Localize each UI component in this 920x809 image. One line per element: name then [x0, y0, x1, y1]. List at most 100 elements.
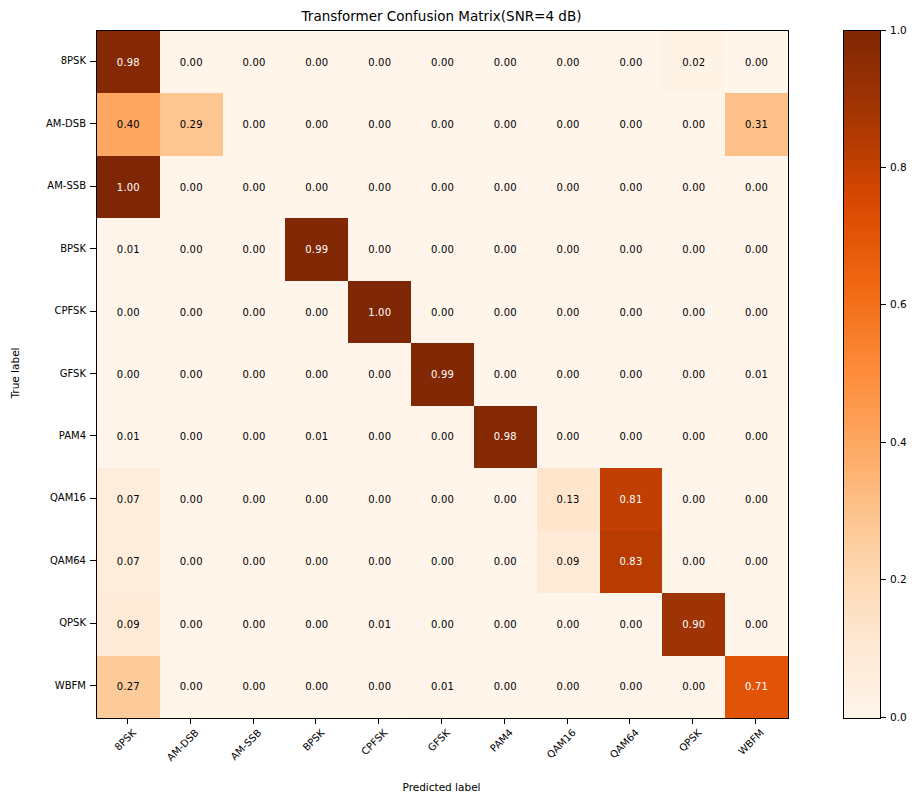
heatmap-cell: 0.00 — [600, 343, 663, 405]
heatmap-cell: 0.00 — [411, 93, 474, 155]
colorbar-tick-label: 0.2 — [890, 573, 907, 586]
x-tick-label-text: CPFSK — [359, 727, 389, 757]
heatmap-cell: 0.00 — [160, 31, 223, 93]
heatmap-cell: 0.00 — [725, 531, 788, 593]
heatmap-cell: 0.00 — [474, 93, 537, 155]
x-tick-label-text: QAM64 — [607, 727, 640, 760]
heatmap-cell: 0.00 — [160, 593, 223, 655]
heatmap-cell: 0.71 — [725, 656, 788, 718]
y-tick-label: QAM16 — [0, 491, 86, 505]
x-tick-mark — [378, 718, 379, 724]
heatmap-cell: 0.09 — [537, 531, 600, 593]
heatmap-cell: 0.01 — [411, 656, 474, 718]
heatmap-cell: 0.00 — [285, 31, 348, 93]
heatmap-cell: 0.00 — [411, 593, 474, 655]
x-tick-mark — [441, 718, 442, 724]
heatmap-cell: 0.00 — [600, 93, 663, 155]
heatmap-cell: 0.00 — [348, 93, 411, 155]
heatmap-cell: 0.00 — [411, 531, 474, 593]
heatmap-cell: 0.01 — [725, 343, 788, 405]
heatmap-cell: 0.99 — [411, 343, 474, 405]
heatmap-cell: 0.00 — [537, 281, 600, 343]
heatmap-cell: 0.00 — [160, 531, 223, 593]
heatmap-cell: 0.00 — [725, 468, 788, 530]
y-tick-mark — [90, 498, 96, 499]
heatmap-cell: 0.00 — [600, 593, 663, 655]
y-tick-mark — [90, 373, 96, 374]
heatmap-cell: 0.00 — [474, 531, 537, 593]
colorbar-tick-label: 0.8 — [890, 161, 907, 174]
heatmap-cell: 0.07 — [97, 468, 160, 530]
heatmap-cell: 0.90 — [662, 593, 725, 655]
heatmap-cell: 0.00 — [600, 281, 663, 343]
heatmap-cell: 0.00 — [348, 656, 411, 718]
heatmap-cell: 0.00 — [662, 281, 725, 343]
heatmap-cell: 0.00 — [411, 156, 474, 218]
heatmap-cell: 0.00 — [160, 343, 223, 405]
y-tick-label: BPSK — [0, 242, 86, 256]
heatmap-cell: 0.40 — [97, 93, 160, 155]
heatmap-cell: 0.00 — [411, 218, 474, 280]
x-tick-label-text: QAM16 — [545, 727, 578, 760]
colorbar — [843, 30, 881, 719]
heatmap-cell: 0.01 — [97, 406, 160, 468]
heatmap-cell: 0.00 — [411, 281, 474, 343]
heatmap-cell: 0.27 — [97, 656, 160, 718]
heatmap-cell: 0.00 — [662, 468, 725, 530]
y-tick-mark — [90, 685, 96, 686]
y-tick-label: 8PSK — [0, 54, 86, 68]
heatmap-cell: 0.00 — [474, 31, 537, 93]
y-tick-label: GFSK — [0, 367, 86, 381]
heatmap-cell: 0.09 — [97, 593, 160, 655]
heatmap-cell: 0.00 — [411, 468, 474, 530]
heatmap-cell: 0.00 — [285, 93, 348, 155]
x-tick-label-text: BPSK — [301, 727, 327, 753]
heatmap-cell: 0.00 — [348, 31, 411, 93]
heatmap-cell: 0.00 — [160, 468, 223, 530]
heatmap-cell: 0.00 — [474, 281, 537, 343]
heatmap-cell: 0.00 — [662, 656, 725, 718]
colorbar-tick-mark — [881, 304, 886, 305]
x-tick-label-text: GFSK — [426, 727, 452, 753]
heatmap-cell: 0.00 — [223, 656, 286, 718]
heatmap-cell: 0.00 — [285, 531, 348, 593]
heatmap-cell: 0.00 — [725, 593, 788, 655]
chart-title: Transformer Confusion Matrix(SNR=4 dB) — [96, 8, 787, 24]
heatmap-cell: 0.01 — [97, 218, 160, 280]
y-tick-mark — [90, 435, 96, 436]
colorbar-tick-mark — [881, 167, 886, 168]
heatmap-cell: 0.00 — [662, 343, 725, 405]
heatmap-cell: 1.00 — [97, 156, 160, 218]
colorbar-tick-mark — [881, 579, 886, 580]
y-tick-label: CPFSK — [0, 304, 86, 318]
y-tick-mark — [90, 560, 96, 561]
y-tick-mark — [90, 61, 96, 62]
heatmap-cell: 0.02 — [662, 31, 725, 93]
colorbar-tick-mark — [881, 442, 886, 443]
heatmap-cell: 0.00 — [160, 156, 223, 218]
heatmap-cell: 0.00 — [537, 93, 600, 155]
x-tick-label-text: WBFM — [737, 727, 767, 757]
heatmap-cell: 0.00 — [285, 593, 348, 655]
heatmap-cell: 0.00 — [223, 93, 286, 155]
heatmap-cell: 0.00 — [285, 656, 348, 718]
x-axis-label: Predicted label — [96, 781, 787, 793]
x-tick-mark — [692, 718, 693, 724]
heatmap-cell: 0.00 — [285, 281, 348, 343]
heatmap-cell: 0.00 — [537, 593, 600, 655]
heatmap-cell: 0.00 — [223, 31, 286, 93]
heatmap-cell: 0.00 — [600, 218, 663, 280]
heatmap-cell: 0.00 — [474, 593, 537, 655]
heatmap-cell: 0.00 — [223, 343, 286, 405]
x-tick-mark — [315, 718, 316, 724]
heatmap-cell: 0.00 — [348, 156, 411, 218]
heatmap-cell: 0.00 — [537, 406, 600, 468]
heatmap-cell: 0.07 — [97, 531, 160, 593]
heatmap-cell: 0.00 — [160, 281, 223, 343]
heatmap-cell: 0.83 — [600, 531, 663, 593]
heatmap-cell: 0.00 — [600, 656, 663, 718]
heatmap-cell: 0.00 — [474, 156, 537, 218]
x-tick-label-text: AM-SSB — [229, 727, 264, 762]
heatmap-cell: 0.98 — [97, 31, 160, 93]
x-tick-label-text: QPSK — [677, 727, 704, 754]
